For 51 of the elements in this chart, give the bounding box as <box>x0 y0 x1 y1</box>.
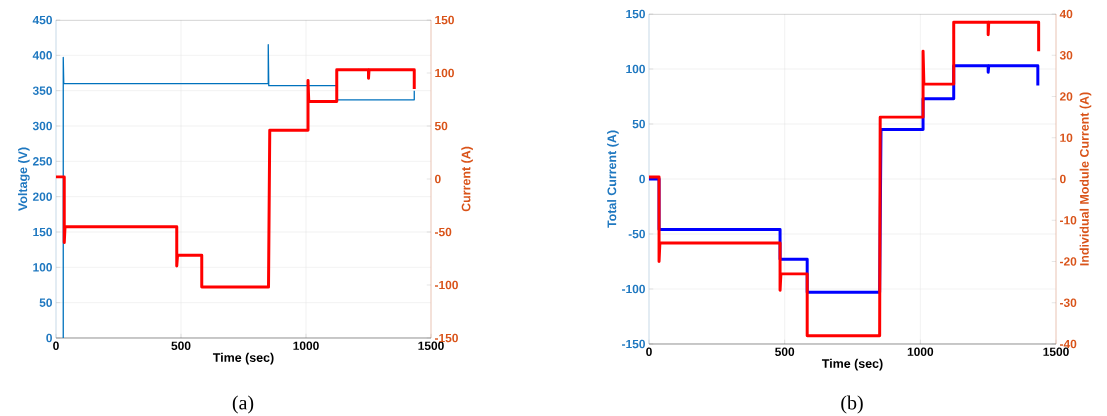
text: (a) <box>232 395 254 414</box>
y2-tick-label: -20 <box>1060 257 1077 266</box>
y2-tick-label: -40 <box>1060 339 1077 349</box>
y2-tick-label: 100 <box>435 68 454 78</box>
y2-tick-label: 150 <box>435 15 454 25</box>
x-axis-title: Time (sec) <box>821 358 883 371</box>
y-axis-title: Voltage (V) <box>18 147 30 211</box>
y-tick-label: 150 <box>626 9 645 19</box>
y2-tick-label: 40 <box>1059 9 1073 19</box>
y-tick-label: 100 <box>33 263 52 272</box>
x-tick-label: 500 <box>775 347 795 356</box>
x-tick-label: 500 <box>171 341 191 350</box>
y2-tick-label: 30 <box>1059 51 1073 60</box>
y2-tick-label: -100 <box>434 280 458 290</box>
x-tick-label: 0 <box>53 341 59 350</box>
y-tick-label: 100 <box>626 64 645 74</box>
y-axis-title: Total Current (A) <box>607 130 619 228</box>
y2-tick-label: -30 <box>1060 298 1077 307</box>
y2-axis-title: Individual Module Current (A) <box>1079 92 1092 266</box>
y-tick-label: 450 <box>32 15 52 25</box>
x-tick-label: 0 <box>646 347 652 356</box>
y-tick-label: 50 <box>632 119 645 129</box>
text: (b) <box>841 395 863 414</box>
y2-tick-label: 20 <box>1059 92 1073 101</box>
y-tick-label: 400 <box>32 51 52 60</box>
y-tick-label: -100 <box>622 284 645 294</box>
y-tick-label: 150 <box>33 227 52 237</box>
x-tick-label: 1500 <box>418 341 444 350</box>
line-series <box>56 68 416 289</box>
y-tick-label: 0 <box>639 174 645 184</box>
y2-tick-label: -150 <box>434 333 458 343</box>
y-tick-label: 350 <box>32 86 52 95</box>
y2-tick-label: 50 <box>434 121 448 131</box>
y2-axis-title: Current (A) <box>461 146 473 212</box>
line-series <box>649 20 1041 338</box>
y2-tick-label: 0 <box>434 174 441 184</box>
y2-tick-label: 10 <box>1060 133 1073 142</box>
x-tick-label: 1500 <box>1043 347 1069 356</box>
y-tick-label: -50 <box>628 229 645 239</box>
x-tick-label: 1000 <box>293 341 319 350</box>
y-tick-label: 50 <box>39 298 52 307</box>
y-tick-label: 200 <box>32 192 52 201</box>
y2-tick-label: 0 <box>1060 174 1066 184</box>
y-tick-label: -150 <box>622 339 645 349</box>
y2-tick-label: -50 <box>434 227 452 237</box>
x-tick-label: 1000 <box>907 347 934 356</box>
y2-tick-label: -10 <box>1060 216 1077 225</box>
y-tick-label: 300 <box>32 121 52 131</box>
y-tick-label: 0 <box>46 333 52 343</box>
x-axis-title: Time (sec) <box>212 352 274 365</box>
y-tick-label: 250 <box>32 157 52 166</box>
